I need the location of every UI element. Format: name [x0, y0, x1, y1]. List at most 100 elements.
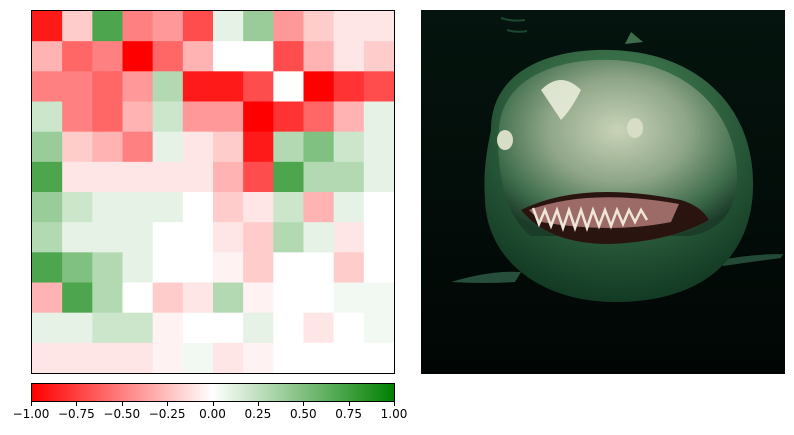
heatmap-cell-r7-c0	[32, 222, 63, 253]
heatmap-cell-r1-c4	[152, 41, 184, 72]
heatmap-cell-r8-c5	[182, 252, 214, 283]
heatmap-cell-r6-c3	[122, 192, 154, 223]
heatmap-cell-r10-c4	[152, 312, 184, 344]
heatmap-cell-r0-c5	[182, 11, 214, 42]
heatmap-cell-r2-c8	[273, 71, 304, 102]
heatmap-cell-r11-c8	[273, 342, 304, 373]
heatmap-cell-r5-c1	[62, 161, 93, 193]
heatmap-cell-r0-c6	[213, 11, 244, 42]
heatmap-cell-r9-c11	[363, 282, 394, 314]
heatmap-cell-r0-c1	[62, 11, 93, 42]
heatmap-cell-r6-c0	[32, 192, 63, 223]
heatmap-cell-r6-c10	[333, 192, 365, 223]
heatmap-cell-r5-c4	[152, 161, 184, 193]
heatmap-cell-r8-c4	[152, 252, 184, 283]
heatmap-cell-r4-c7	[243, 131, 274, 163]
heatmap-cell-r11-c1	[62, 342, 93, 373]
heatmap-cell-r6-c5	[182, 192, 214, 223]
heatmap-cell-r2-c1	[62, 71, 93, 102]
heatmap-cell-r1-c9	[303, 41, 335, 72]
heatmap-cell-r8-c3	[122, 252, 154, 283]
heatmap-cell-r8-c6	[213, 252, 244, 283]
colorbar-tick-label: 0.00	[199, 407, 226, 421]
heatmap-cell-r8-c2	[92, 252, 123, 283]
heatmap-cell-r5-c3	[122, 161, 154, 193]
heatmap-cell-r0-c11	[363, 11, 394, 42]
heatmap-cell-r8-c11	[363, 252, 394, 283]
shark-photo	[421, 10, 785, 374]
colorbar-tick-label: −0.75	[58, 407, 95, 421]
heatmap-cell-r1-c0	[32, 41, 63, 72]
heatmap-cell-r10-c3	[122, 312, 154, 344]
heatmap-cell-r4-c10	[333, 131, 365, 163]
heatmap-cell-r10-c7	[243, 312, 274, 344]
heatmap-cell-r5-c8	[273, 161, 304, 193]
heatmap-cell-r8-c1	[62, 252, 93, 283]
heatmap-cell-r8-c0	[32, 252, 63, 283]
heatmap-cell-r9-c10	[333, 282, 365, 314]
heatmap-cell-r11-c3	[122, 342, 154, 373]
heatmap-cell-r0-c3	[122, 11, 154, 42]
colorbar-tick-label: 1.00	[380, 407, 408, 421]
colorbar-tick-label: −1.00	[12, 407, 50, 421]
heatmap-cell-r5-c5	[182, 161, 214, 193]
heatmap-cell-r9-c1	[62, 282, 93, 314]
heatmap-cell-r3-c5	[182, 101, 214, 133]
heatmap-cell-r3-c0	[32, 101, 63, 133]
heatmap-cell-r9-c2	[92, 282, 123, 314]
heatmap-cell-r9-c5	[182, 282, 214, 314]
heatmap-cell-r1-c8	[273, 41, 304, 72]
heatmap-cell-r10-c6	[213, 312, 244, 344]
colorbar-tick-mark	[257, 402, 259, 406]
heatmap-cell-r8-c8	[273, 252, 304, 283]
colorbar-tick-label: 0.25	[244, 407, 272, 421]
heatmap-cell-r5-c2	[92, 161, 123, 193]
heatmap-cell-r11-c0	[32, 342, 63, 373]
heatmap-cell-r8-c7	[243, 252, 274, 283]
heatmap-cell-r2-c9	[303, 71, 335, 102]
heatmap-cell-r3-c9	[303, 101, 335, 133]
heatmap-cell-r7-c7	[243, 222, 274, 253]
colorbar-tick-mark	[121, 402, 123, 406]
heatmap-cell-r11-c10	[333, 342, 365, 373]
colorbar-tick-mark	[212, 402, 214, 406]
heatmap-cell-r3-c11	[363, 101, 394, 133]
heatmap-cell-r7-c6	[213, 222, 244, 253]
heatmap-cell-r2-c5	[182, 71, 214, 102]
heatmap-cell-r6-c1	[62, 192, 93, 223]
colorbar-tick-mark	[348, 402, 350, 406]
heatmap-cell-r3-c7	[243, 101, 274, 133]
shark-image	[421, 10, 785, 374]
heatmap-cell-r9-c0	[32, 282, 63, 314]
heatmap-cell-r1-c3	[122, 41, 154, 72]
heatmap-cell-r10-c11	[363, 312, 394, 344]
colorbar-tick-mark	[167, 402, 169, 406]
heatmap-cell-r7-c11	[363, 222, 394, 253]
heatmap-cell-r4-c1	[62, 131, 93, 163]
heatmap-cell-r9-c9	[303, 282, 335, 314]
heatmap-cell-r2-c11	[363, 71, 394, 102]
heatmap-cell-r2-c6	[213, 71, 244, 102]
heatmap-cell-r3-c4	[152, 101, 184, 133]
heatmap-cells	[32, 11, 394, 373]
heatmap-cell-r2-c7	[243, 71, 274, 102]
heatmap-cell-r4-c2	[92, 131, 123, 163]
heatmap-cell-r3-c8	[273, 101, 304, 133]
heatmap-cell-r5-c10	[333, 161, 365, 193]
heatmap-cell-r6-c4	[152, 192, 184, 223]
heatmap-cell-r2-c3	[122, 71, 154, 102]
heatmap-cell-r4-c6	[213, 131, 244, 163]
heatmap-cell-r3-c3	[122, 101, 154, 133]
heatmap-cell-r7-c9	[303, 222, 335, 253]
heatmap-cell-r7-c10	[333, 222, 365, 253]
heatmap-cell-r10-c5	[182, 312, 214, 344]
heatmap-cell-r9-c4	[152, 282, 184, 314]
heatmap-cell-r2-c4	[152, 71, 184, 102]
heatmap-cell-r4-c9	[303, 131, 335, 163]
heatmap-cell-r11-c4	[152, 342, 184, 373]
heatmap-cell-r0-c10	[333, 11, 365, 42]
heatmap-cell-r7-c1	[62, 222, 93, 253]
colorbar-tick-label: 0.75	[335, 407, 362, 421]
heatmap-cell-r6-c11	[363, 192, 394, 223]
heatmap-cell-r7-c8	[273, 222, 304, 253]
